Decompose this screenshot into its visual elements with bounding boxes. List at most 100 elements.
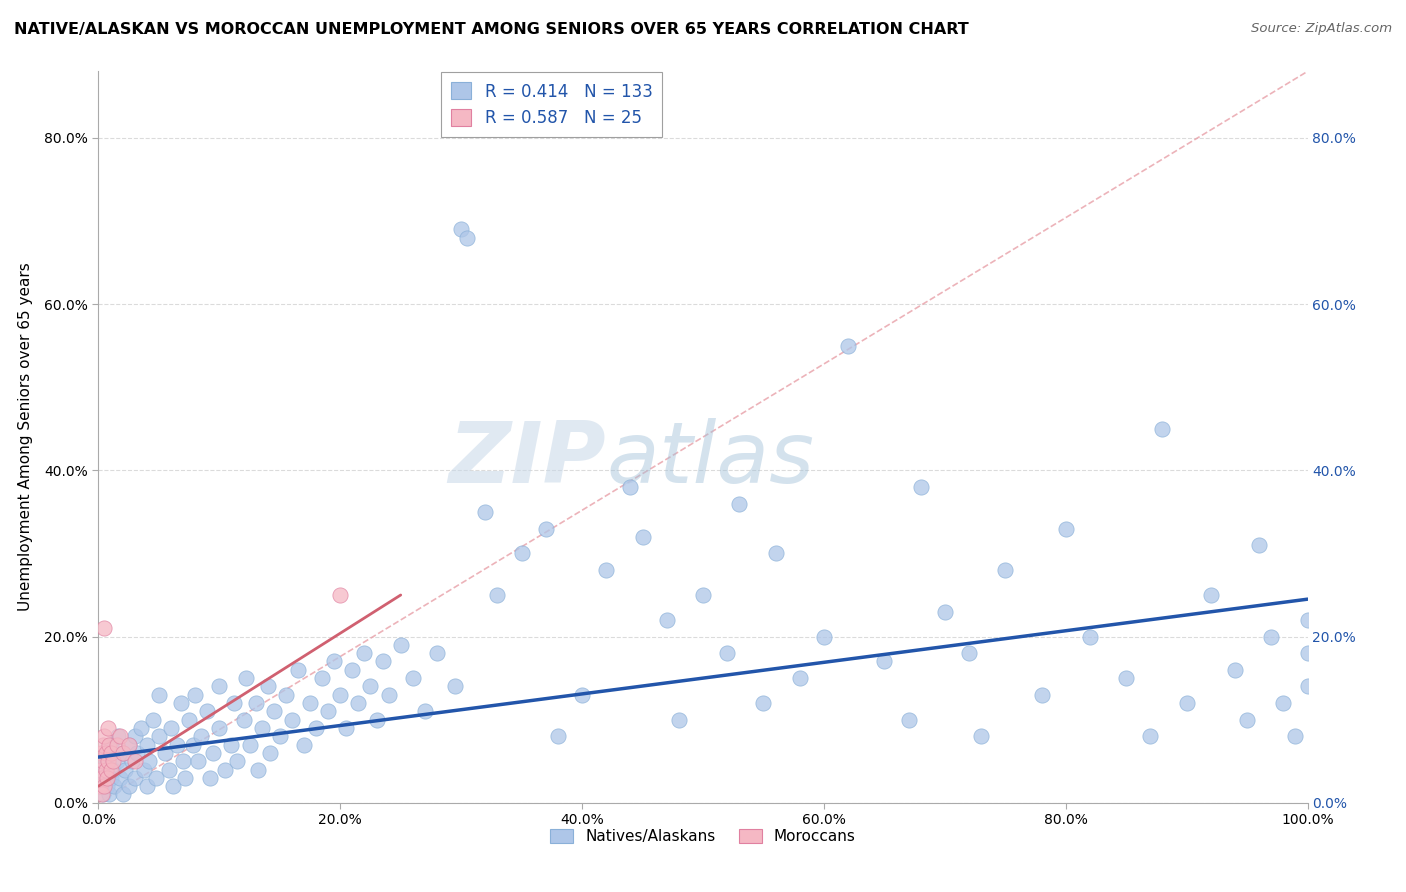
Point: [127, 746, 149, 760]
Point: [134, 763, 156, 777]
Point: [190, 729, 212, 743]
Point: [335, 721, 357, 735]
Point: [1296, 613, 1319, 627]
Point: [444, 680, 467, 694]
Point: [91, 771, 114, 785]
Point: [184, 688, 207, 702]
Point: [100, 746, 122, 760]
Point: [1284, 729, 1306, 743]
Point: [221, 738, 243, 752]
Point: [873, 655, 896, 669]
Point: [256, 680, 278, 694]
Point: [96, 771, 118, 785]
Point: [98, 738, 121, 752]
Point: [619, 480, 641, 494]
Point: [97, 721, 120, 735]
Point: [94, 763, 117, 777]
Point: [1199, 588, 1222, 602]
Point: [181, 738, 204, 752]
Point: [1260, 630, 1282, 644]
Point: [124, 754, 146, 768]
Point: [305, 721, 328, 735]
Point: [169, 696, 191, 710]
Point: [957, 646, 980, 660]
Point: [366, 713, 388, 727]
Point: [970, 729, 993, 743]
Point: [114, 763, 136, 777]
Point: [129, 721, 152, 735]
Point: [91, 788, 114, 802]
Point: [692, 588, 714, 602]
Point: [728, 497, 751, 511]
Point: [1054, 521, 1077, 535]
Point: [153, 746, 176, 760]
Point: [994, 563, 1017, 577]
Point: [97, 746, 120, 760]
Point: [1139, 729, 1161, 743]
Point: [250, 721, 273, 735]
Point: [100, 738, 122, 752]
Point: [752, 696, 775, 710]
Point: [323, 655, 346, 669]
Point: [90, 779, 112, 793]
Point: [208, 721, 231, 735]
Point: [1175, 696, 1198, 710]
Point: [247, 763, 270, 777]
Point: [91, 738, 114, 752]
Point: [910, 480, 932, 494]
Point: [93, 771, 115, 785]
Point: [486, 588, 509, 602]
Point: [269, 729, 291, 743]
Point: [274, 688, 297, 702]
Point: [105, 754, 128, 768]
Point: [97, 754, 120, 768]
Point: [118, 779, 141, 793]
Point: [91, 788, 114, 802]
Point: [897, 713, 920, 727]
Point: [100, 771, 122, 785]
Point: [160, 721, 183, 735]
Point: [179, 713, 201, 727]
Point: [235, 671, 257, 685]
Point: [222, 696, 245, 710]
Point: [145, 771, 167, 785]
Point: [371, 655, 394, 669]
Point: [311, 671, 333, 685]
Point: [1272, 696, 1295, 710]
Point: [96, 779, 118, 793]
Point: [281, 713, 304, 727]
Point: [287, 663, 309, 677]
Point: [93, 729, 115, 743]
Point: [108, 729, 131, 743]
Point: [148, 729, 170, 743]
Point: [148, 688, 170, 702]
Point: [138, 754, 160, 768]
Point: [413, 705, 436, 719]
Point: [157, 763, 180, 777]
Point: [135, 779, 157, 793]
Point: [259, 746, 281, 760]
Point: [214, 763, 236, 777]
Point: [90, 746, 112, 760]
Point: [342, 663, 364, 677]
Point: [111, 746, 134, 760]
Point: [98, 788, 121, 802]
Point: [765, 546, 787, 560]
Point: [292, 738, 315, 752]
Point: [426, 646, 449, 660]
Point: [263, 705, 285, 719]
Point: [360, 680, 382, 694]
Point: [103, 779, 125, 793]
Point: [172, 754, 194, 768]
Point: [534, 521, 557, 535]
Point: [91, 763, 114, 777]
Point: [571, 688, 593, 702]
Point: [450, 222, 472, 236]
Point: [1152, 422, 1174, 436]
Point: [90, 763, 112, 777]
Point: [245, 696, 267, 710]
Point: [162, 779, 184, 793]
Point: [174, 771, 197, 785]
Point: [101, 763, 124, 777]
Point: [93, 779, 115, 793]
